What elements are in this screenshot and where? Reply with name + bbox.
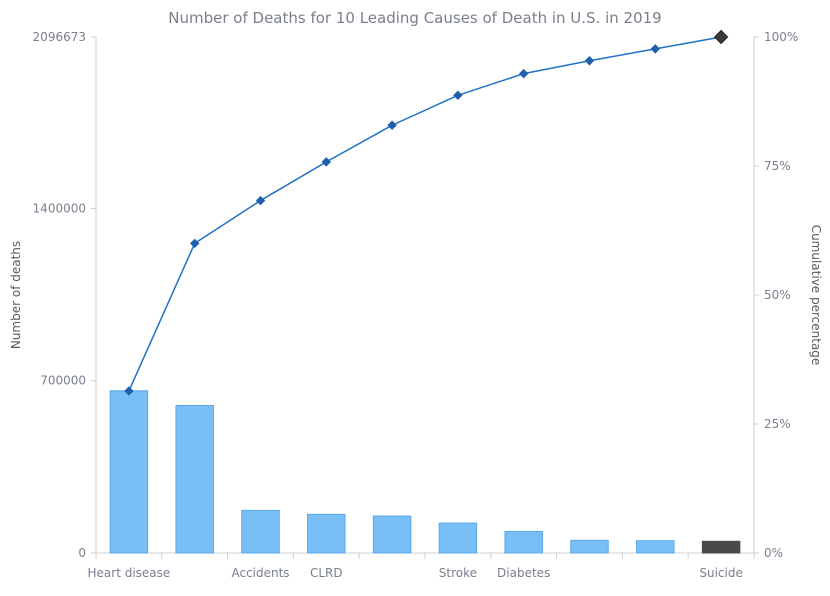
line-point-marker [650, 44, 661, 54]
line-point-marker [518, 68, 529, 79]
cumulative-line-series [124, 29, 729, 396]
y2-tick-label: 75% [764, 159, 791, 173]
bar [372, 515, 412, 554]
y-axis-title: Number of deaths [9, 241, 23, 349]
y2-tick-label: 100% [764, 30, 798, 44]
x-tick-marks [95, 553, 755, 559]
y-tick-labels: 0 700000 1400000 2096673 [33, 30, 96, 560]
x-tick-label: Accidents [231, 566, 289, 580]
y-tick-label: 2096673 [33, 30, 86, 44]
x-tick-label: Diabetes [497, 566, 550, 580]
line-point-marker [124, 386, 134, 396]
bar [636, 540, 675, 554]
bar [570, 539, 609, 554]
line-point-marker [453, 90, 463, 101]
y2-tick-label: 0% [764, 546, 783, 560]
x-tick-label: Stroke [439, 566, 477, 580]
line-point-marker [713, 29, 729, 45]
y-tick-label: 700000 [40, 374, 86, 388]
y2-tick-label: 25% [764, 417, 791, 431]
line-point-marker [255, 195, 266, 206]
bar [701, 540, 741, 554]
y2-axis-title: Cumulative percentage [809, 225, 823, 366]
bar [504, 530, 543, 554]
x-tick-label: Suicide [699, 566, 743, 580]
bar [109, 390, 149, 554]
line-point-marker [321, 157, 332, 167]
bar-series [109, 390, 741, 554]
line-point-marker [387, 120, 397, 130]
bar [241, 509, 280, 554]
line-point-marker [189, 238, 200, 249]
bar [438, 522, 478, 554]
bar [175, 404, 214, 554]
x-tick-label: CLRD [310, 566, 343, 580]
cumulative-line [128, 36, 722, 392]
y-tick-label: 1400000 [33, 201, 86, 215]
line-point-marker [584, 56, 595, 66]
x-tick-label: Heart disease [88, 566, 171, 580]
y-tick-label: 0 [78, 546, 86, 560]
chart-title: Number of Deaths for 10 Leading Causes o… [168, 9, 661, 27]
y2-tick-label: 50% [764, 288, 791, 302]
x-tick-labels: Heart disease Accidents CLRD Stroke Diabetes… [88, 566, 743, 580]
y2-tick-labels: 0% 25% 50% 75% 100% [754, 30, 798, 560]
bar [307, 513, 346, 554]
